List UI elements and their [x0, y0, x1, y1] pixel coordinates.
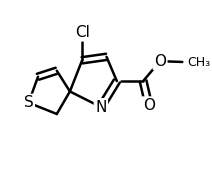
Text: Cl: Cl [75, 25, 89, 40]
Text: S: S [24, 95, 33, 110]
Text: O: O [154, 54, 166, 69]
Text: O: O [143, 98, 155, 113]
Text: CH₃: CH₃ [187, 55, 210, 68]
Text: N: N [95, 100, 107, 115]
